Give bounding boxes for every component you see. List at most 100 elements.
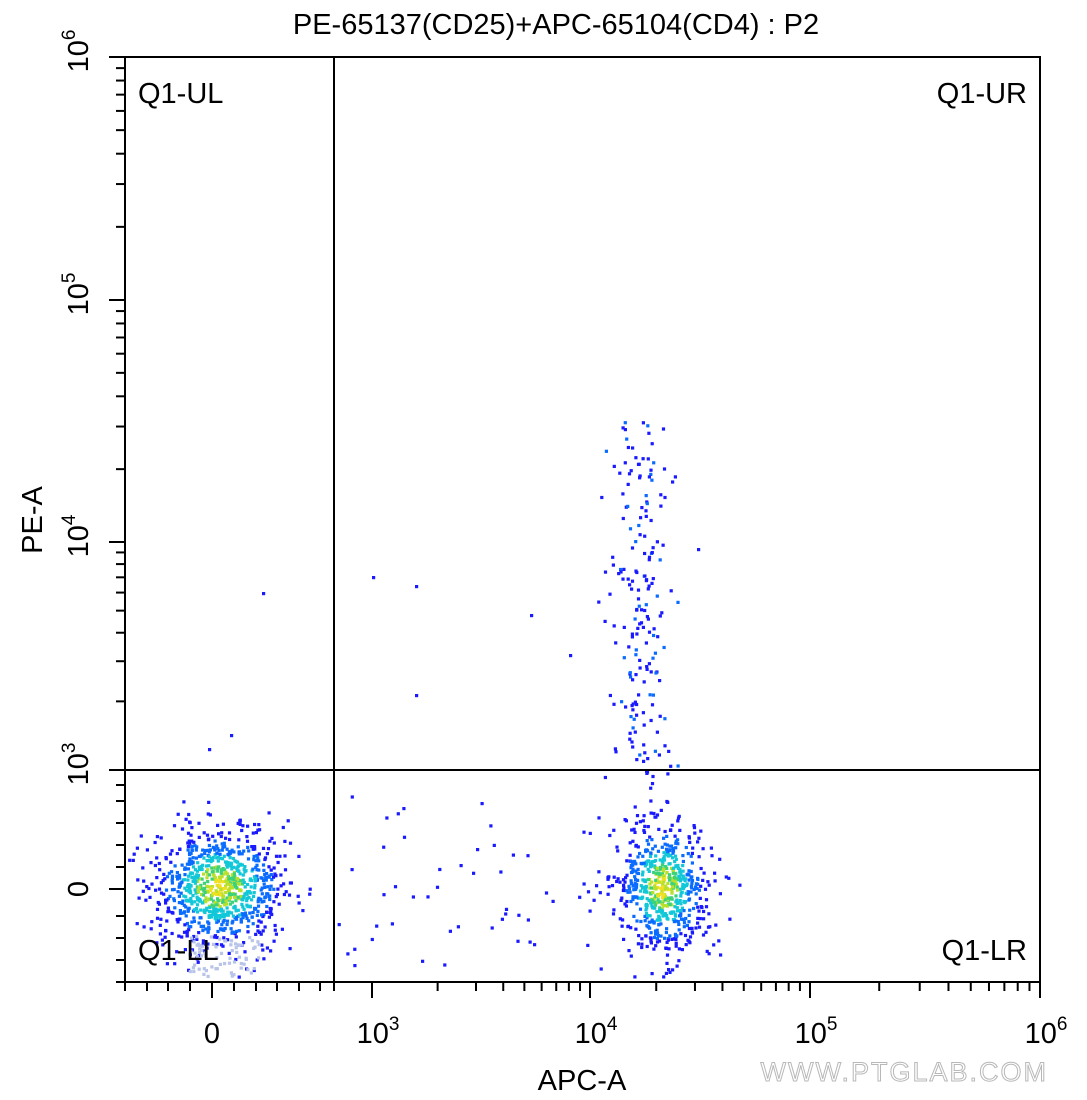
- data-point-dn: [268, 894, 272, 898]
- data-point-cd4: [666, 902, 670, 906]
- data-point-dn: [227, 877, 231, 881]
- data-point-cd4: [656, 898, 660, 902]
- data-point-sparse: [586, 943, 590, 947]
- data-point-cd4: [660, 885, 665, 889]
- data-point-dn: [237, 929, 241, 933]
- data-point-dn: [201, 893, 206, 897]
- data-point-dn: [196, 898, 200, 902]
- data-point-cd4: [669, 828, 673, 832]
- data-point-cd4: [653, 903, 658, 907]
- data-point-cd25: [625, 437, 629, 441]
- data-point-cd25: [663, 717, 667, 721]
- data-points: [128, 421, 742, 979]
- data-point-cd4: [652, 947, 656, 951]
- data-point-dn: [232, 960, 237, 964]
- data-point-dn: [219, 907, 224, 911]
- data-point-dn: [186, 867, 190, 871]
- data-point-cd4: [622, 886, 626, 890]
- data-point-dn: [187, 882, 191, 887]
- data-point-dn: [252, 854, 256, 858]
- data-point-cd4: [663, 864, 668, 869]
- data-point-dn: [210, 893, 214, 897]
- data-point-cd4: [658, 906, 662, 910]
- data-point-dn: [278, 854, 282, 858]
- data-point-dn: [259, 897, 263, 901]
- data-point-dn: [272, 887, 276, 891]
- data-point-cd4: [619, 898, 623, 902]
- data-point-cd4: [646, 859, 651, 863]
- data-point-cd4: [668, 878, 672, 882]
- data-point-cd4: [674, 839, 678, 843]
- data-point-cd4: [646, 877, 650, 882]
- data-point-dn: [221, 822, 225, 826]
- data-point-dn: [246, 905, 250, 909]
- data-point-cd4: [675, 885, 679, 889]
- data-point-dn: [237, 975, 241, 979]
- data-point-dn: [205, 906, 209, 910]
- data-point-dn: [274, 932, 278, 936]
- data-point-cd25: [630, 579, 635, 583]
- data-point-dn: [137, 896, 141, 900]
- data-point-cd4: [671, 885, 675, 889]
- quadrant-label-ur: Q1-UR: [937, 78, 1027, 110]
- data-point-dn: [195, 955, 199, 959]
- data-point-cd25: [604, 449, 608, 453]
- data-point-cd25: [638, 666, 642, 670]
- data-point-cd4: [702, 909, 706, 914]
- data-point-dn: [135, 922, 139, 926]
- data-point-dn: [252, 894, 256, 898]
- data-point-dn: [288, 841, 293, 845]
- data-point-dn: [157, 861, 161, 866]
- data-point-sparse: [598, 891, 602, 895]
- data-point-dn: [198, 854, 202, 858]
- data-point-dn: [215, 883, 219, 888]
- data-point-cd4: [665, 834, 669, 838]
- data-point-dn: [135, 846, 139, 850]
- data-point-dn: [227, 897, 231, 901]
- data-point-dn: [198, 943, 202, 948]
- quadrant-label-lr: Q1-LR: [942, 935, 1027, 967]
- data-point-cd4: [655, 928, 659, 932]
- data-point-cd4: [690, 851, 694, 855]
- data-point-cd4: [654, 881, 658, 885]
- data-point-cd4: [671, 871, 675, 875]
- data-point-dn: [175, 852, 179, 856]
- data-point-dn: [206, 868, 210, 872]
- data-point-cd4: [627, 884, 631, 888]
- data-point-dn: [266, 885, 270, 889]
- data-point-cd25: [637, 462, 641, 466]
- data-point-dn: [270, 836, 274, 840]
- data-point-cd4: [661, 882, 665, 886]
- data-point-dn: [215, 844, 219, 848]
- data-point-cd25: [645, 665, 649, 669]
- data-point-sparse: [476, 848, 480, 852]
- data-point-dn: [153, 863, 157, 868]
- data-point-dn: [176, 812, 180, 816]
- data-point-dn: [132, 852, 136, 856]
- data-point-cd4: [608, 833, 612, 838]
- data-point-sparse: [353, 964, 357, 968]
- data-point-cd4: [659, 922, 663, 926]
- data-point-dn: [268, 897, 272, 902]
- data-point-dn: [215, 903, 219, 907]
- data-point-cd4: [670, 910, 674, 914]
- data-point-dn: [220, 892, 224, 896]
- data-point-cd25: [653, 749, 657, 753]
- data-point-dn: [218, 914, 222, 918]
- data-point-dn: [225, 882, 229, 886]
- data-point-cd4: [707, 883, 711, 887]
- data-point-cd4: [633, 875, 637, 879]
- data-point-sparse: [569, 654, 573, 658]
- data-point-dn: [245, 899, 249, 903]
- data-point-cd4: [659, 934, 663, 938]
- data-point-cd4: [674, 937, 678, 942]
- data-point-cd25: [643, 751, 647, 755]
- data-point-dn: [257, 896, 261, 900]
- data-point-dn: [245, 835, 249, 839]
- data-point-dn: [141, 866, 145, 870]
- data-point-dn: [257, 859, 261, 863]
- data-point-dn: [244, 914, 248, 918]
- quadrant-label-ll: Q1-LL: [138, 935, 219, 967]
- data-point-dn: [195, 869, 199, 873]
- data-point-dn: [221, 920, 225, 924]
